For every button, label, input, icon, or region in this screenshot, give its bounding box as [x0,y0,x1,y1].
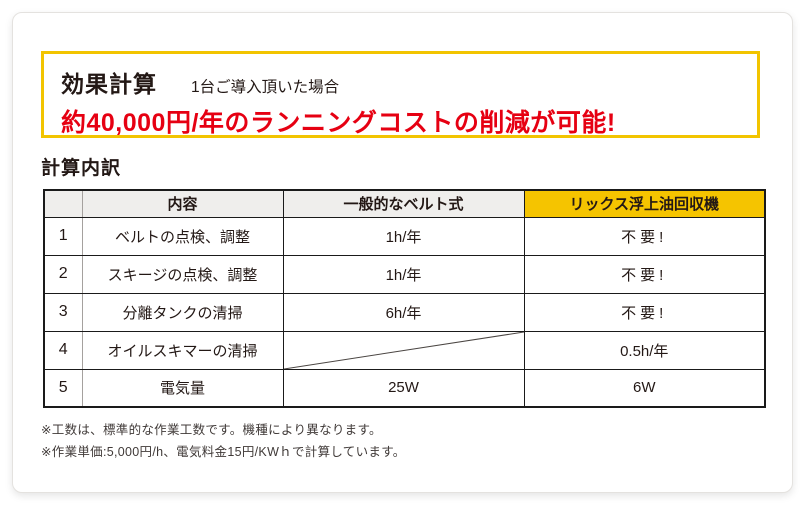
rix-value: 6W [523,368,766,408]
item-name: スキージの点検、調整 [81,254,284,294]
row-number: 5 [43,368,83,408]
header-cell-number [43,189,83,218]
rix-value: 不要! [523,216,766,256]
item-name: ベルトの点検、調整 [81,216,284,256]
row-number: 1 [43,216,83,256]
footnote-line: ※作業単価:5,000円/h、電気料金15円/KWｈで計算しています。 [41,445,406,459]
footnote-line: ※工数は、標準的な作業工数です。機種により異なります。 [41,423,382,437]
section-title: 計算内訳 [41,158,122,179]
cost-comparison-table: 内容 一般的なベルト式 リックス浮上油回収機 1 ベルトの点検、調整 1h/年 … [43,189,766,408]
effect-claim: 約40,000円/年のランニングコストの削減が可能! [61,109,616,137]
row-number: 4 [43,330,83,370]
effect-subtitle: 1台ご導入頂いた場合 [191,79,340,96]
rix-value: 不要! [523,254,766,294]
effect-title: 効果計算 [61,71,157,97]
content-card: 効果計算 1台ご導入頂いた場合 約40,000円/年のランニングコストの削減が可… [12,12,793,493]
belt-value: 6h/年 [282,292,525,332]
effect-header-box: 効果計算 1台ご導入頂いた場合 約40,000円/年のランニングコストの削減が可… [41,51,760,138]
belt-value-not-applicable [282,330,525,370]
header-cell-belt-type: 一般的なベルト式 [282,189,525,218]
table-row: 4 オイルスキマーの清掃 0.5h/年 [43,330,766,370]
belt-value: 1h/年 [282,254,525,294]
belt-value: 1h/年 [282,216,525,256]
rix-value: 不要! [523,292,766,332]
effect-title-row: 効果計算 1台ご導入頂いた場合 [61,65,757,99]
table-row: 3 分離タンクの清掃 6h/年 不要! [43,292,766,332]
item-name: 電気量 [81,368,284,408]
belt-value: 25W [282,368,525,408]
row-number: 2 [43,254,83,294]
header-cell-content: 内容 [81,189,284,218]
item-name: オイルスキマーの清掃 [81,330,284,370]
table-header-row: 内容 一般的なベルト式 リックス浮上油回収機 [43,189,766,218]
diagonal-line [284,332,524,369]
table-row: 5 電気量 25W 6W [43,368,766,408]
rix-value: 0.5h/年 [523,330,766,370]
item-name: 分離タンクの清掃 [81,292,284,332]
header-cell-rix-machine: リックス浮上油回収機 [523,189,766,218]
table-row: 2 スキージの点検、調整 1h/年 不要! [43,254,766,294]
footnotes: ※工数は、標準的な作業工数です。機種により異なります。 ※作業単価:5,000円… [41,419,406,463]
table-row: 1 ベルトの点検、調整 1h/年 不要! [43,216,766,256]
row-number: 3 [43,292,83,332]
